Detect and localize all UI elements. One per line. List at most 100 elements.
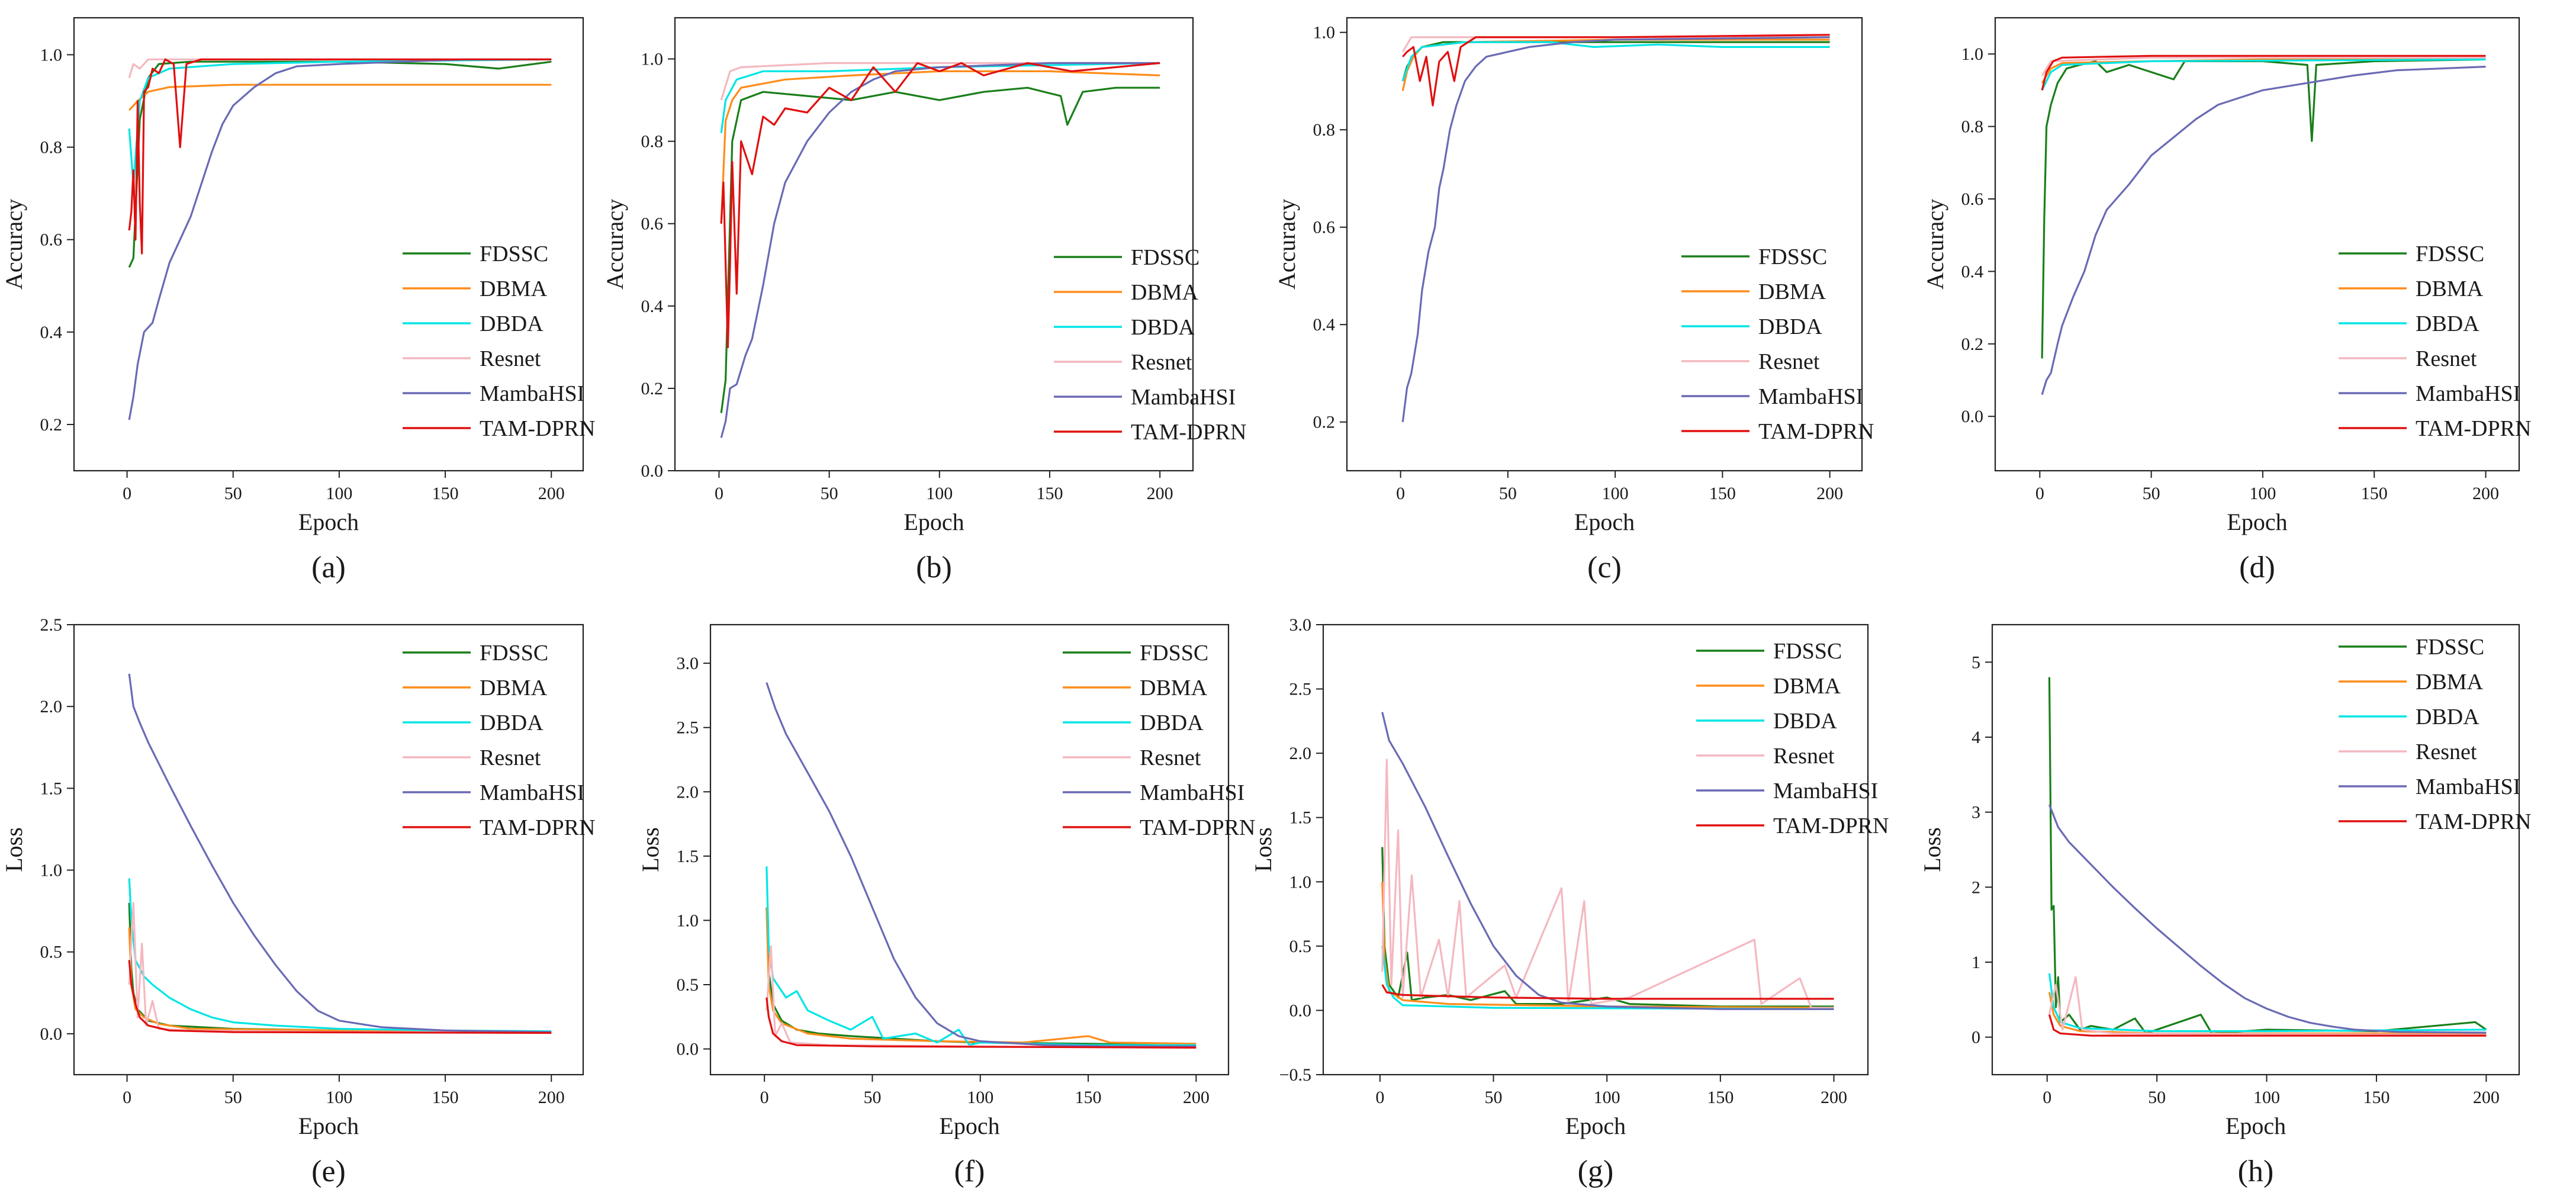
series-group (1401, 34, 1830, 422)
legend: FDSSC DBMA DBDA Resnet MambaHSI TAM-DPRN (1681, 245, 1874, 444)
x-tick-label: 200 (538, 1088, 565, 1107)
x-tick-label: 50 (2143, 484, 2160, 503)
x-tick-label: 150 (1075, 1088, 1102, 1107)
chart-panel: 0 50 100 150 200 0.0 0.5 1.0 1.5 2.0 2.5 Epoch Loss (… (1, 615, 595, 1188)
legend-label: DBMA (480, 676, 548, 700)
y-tick-label: 3.0 (1289, 615, 1312, 635)
legend-label: TAM-DPRN (1140, 815, 1255, 840)
y-axis-title: Loss (1250, 827, 1276, 872)
y-tick-label: 2.5 (40, 615, 63, 635)
y-tick-label: 2.5 (1289, 680, 1312, 699)
y-tick-label: 0.0 (1289, 1001, 1312, 1020)
panel-label: (g) (1578, 1155, 1614, 1188)
series-line-resnet (720, 62, 1160, 101)
x-axis-title: Epoch (903, 509, 964, 535)
series-line-mambahsi (766, 682, 1197, 1047)
x-tick-label: 100 (2253, 1088, 2280, 1107)
y-tick-label: 0.5 (1289, 937, 1312, 956)
series-line-dbda (1401, 41, 1830, 82)
x-tick-label: 50 (1499, 484, 1517, 503)
legend-label: DBDA (1140, 711, 1204, 735)
legend-label: FDSSC (480, 641, 548, 666)
legend-label: FDSSC (2416, 242, 2484, 266)
series-line-dbda (766, 866, 1197, 1046)
legend-label: MambaHSI (480, 381, 584, 406)
x-tick-label: 100 (326, 484, 352, 503)
y-tick-label: 0.4 (40, 323, 63, 342)
legend-label: TAM-DPRN (480, 815, 595, 840)
y-tick-label: 2 (1972, 877, 1980, 897)
x-axis-title: Epoch (298, 1113, 359, 1139)
x-tick-label: 100 (1594, 1088, 1620, 1107)
x-tick-label: 200 (1816, 484, 1843, 503)
x-tick-label: 0 (123, 1088, 131, 1107)
y-tick-label: 0.0 (641, 461, 664, 481)
x-tick-label: 150 (1707, 1088, 1734, 1107)
y-axis-title: Accuracy (1273, 199, 1300, 290)
y-tick-label: 1.5 (677, 847, 699, 866)
series-line-fdssc (2048, 677, 2487, 1034)
legend-label: DBDA (1758, 314, 1822, 339)
series-group (128, 673, 552, 1034)
series-line-mambahsi (2041, 66, 2486, 395)
y-tick-label: 0 (1972, 1028, 1980, 1047)
legend-label: MambaHSI (1758, 384, 1863, 409)
legend: FDSSC DBMA DBDA Resnet MambaHSI TAM-DPRN (403, 641, 595, 840)
x-tick-label: 0 (123, 484, 131, 503)
series-line-tam-dprn (1381, 984, 1834, 1000)
legend-label: MambaHSI (480, 780, 584, 805)
x-tick-label: 0 (1396, 484, 1405, 503)
legend-label: TAM-DPRN (1131, 420, 1246, 445)
plot-frame (73, 17, 584, 472)
chart-panel: 0 50 100 150 200 0 1 2 3 4 5 Epoch Loss (h) FDSSC DBMA D… (1919, 623, 2531, 1188)
chart-panel: 0 50 100 150 200 −0.5 0.0 0.5 1.0 1.5 2.0 2.5 3.0 Epo… (1250, 615, 1889, 1188)
x-tick-label: 200 (1183, 1088, 1210, 1107)
legend-label: DBMA (1773, 674, 1841, 699)
y-tick-label: 0.4 (1313, 315, 1336, 335)
chart-panel: 0 50 100 150 200 0.2 0.4 0.6 0.8 1.0 Epoch Accuracy… (1, 17, 595, 584)
panel-label: (c) (1587, 551, 1622, 584)
series-line-dbda (2048, 973, 2487, 1033)
legend-label: DBDA (2416, 705, 2479, 729)
x-axis-title: Epoch (298, 509, 359, 535)
y-tick-label: 0.0 (40, 1024, 63, 1044)
y-axis-title: Accuracy (1, 199, 27, 290)
y-tick-label: −0.5 (1279, 1065, 1311, 1085)
legend-label: Resnet (2416, 346, 2477, 371)
series-line-dbma (128, 83, 552, 111)
legend-label: MambaHSI (1140, 780, 1244, 805)
series-line-fdssc (766, 907, 1197, 1046)
plot-frame (1346, 17, 1863, 472)
series-group (1381, 712, 1834, 1010)
y-tick-label: 1 (1972, 953, 1980, 972)
series-line-tam-dprn (766, 997, 1197, 1049)
x-tick-label: 100 (1602, 484, 1629, 503)
x-axis-title: Epoch (939, 1113, 999, 1139)
panel-label: (a) (311, 551, 346, 584)
series-line-tam-dprn (720, 62, 1160, 348)
legend-label: Resnet (1131, 350, 1192, 375)
series-line-dbda (2041, 58, 2486, 91)
y-axis-title: Loss (637, 827, 664, 872)
plot-frame (674, 17, 1194, 472)
y-axis-title: Accuracy (602, 199, 628, 290)
x-tick-label: 50 (821, 484, 838, 503)
y-tick-label: 0.2 (641, 379, 664, 398)
plot-frame (709, 623, 1230, 1076)
panel-label: (b) (916, 551, 952, 584)
series-line-dbda (1381, 946, 1834, 1010)
legend: FDSSC DBMA DBDA Resnet MambaHSI TAM-DPRN (1063, 641, 1255, 840)
x-tick-label: 150 (1036, 484, 1063, 503)
legend-label: FDSSC (1140, 641, 1208, 666)
legend-label: TAM-DPRN (2416, 416, 2531, 441)
legend-label: MambaHSI (2416, 774, 2520, 799)
legend-label: DBDA (480, 711, 543, 735)
y-tick-label: 0.2 (40, 415, 63, 435)
panel-label: (h) (2238, 1155, 2274, 1188)
chart-panel: 0 50 100 150 200 0.0 0.2 0.4 0.6 0.8 1.0 Epoch Accur… (1922, 17, 2531, 584)
legend-label: MambaHSI (1131, 385, 1236, 410)
x-tick-label: 150 (1709, 484, 1736, 503)
chart-panel: 0 50 100 150 200 0.2 0.4 0.6 0.8 1.0 Epoch Accuracy… (1273, 17, 1874, 584)
legend-label: Resnet (480, 346, 541, 371)
x-tick-label: 50 (863, 1088, 881, 1107)
